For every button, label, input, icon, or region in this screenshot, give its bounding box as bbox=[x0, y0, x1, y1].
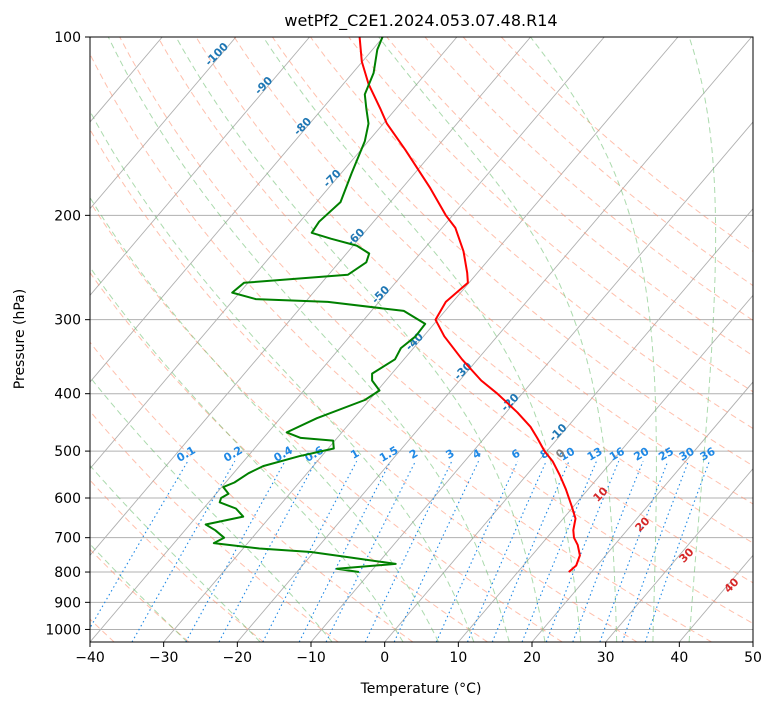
x-tick-label: 50 bbox=[744, 650, 762, 666]
y-tick-label: 900 bbox=[54, 595, 81, 611]
y-tick-label: 800 bbox=[54, 565, 81, 581]
chart-title: wetPf2_C2E1.2024.053.07.48.R14 bbox=[284, 11, 557, 31]
y-axis-ticks: 100 200 300 400 500 600 700 800 900 1000 bbox=[45, 30, 90, 638]
y-tick-label: 300 bbox=[54, 313, 81, 329]
y-tick-label: 1000 bbox=[45, 622, 81, 638]
x-tick-label: −30 bbox=[149, 650, 179, 666]
x-axis-ticks: −40 −30 −20 −10 0 10 20 30 40 50 bbox=[75, 642, 762, 666]
isotherm-line bbox=[753, 37, 775, 642]
y-tick-label: 400 bbox=[54, 387, 81, 403]
x-tick-label: −10 bbox=[296, 650, 326, 666]
x-tick-label: 20 bbox=[523, 650, 541, 666]
y-tick-label: 700 bbox=[54, 531, 81, 547]
x-tick-label: 0 bbox=[380, 650, 389, 666]
y-tick-label: 200 bbox=[54, 208, 81, 224]
x-axis-title: Temperature (°C) bbox=[360, 681, 482, 697]
y-tick-label: 500 bbox=[54, 444, 81, 460]
y-tick-label: 100 bbox=[54, 30, 81, 46]
x-tick-label: 30 bbox=[597, 650, 615, 666]
y-tick-label: 600 bbox=[54, 491, 81, 507]
x-tick-label: 10 bbox=[449, 650, 467, 666]
x-tick-label: −40 bbox=[75, 650, 105, 666]
x-tick-label: 40 bbox=[670, 650, 688, 666]
y-axis-title: Pressure (hPa) bbox=[12, 289, 28, 389]
x-tick-label: −20 bbox=[223, 650, 253, 666]
